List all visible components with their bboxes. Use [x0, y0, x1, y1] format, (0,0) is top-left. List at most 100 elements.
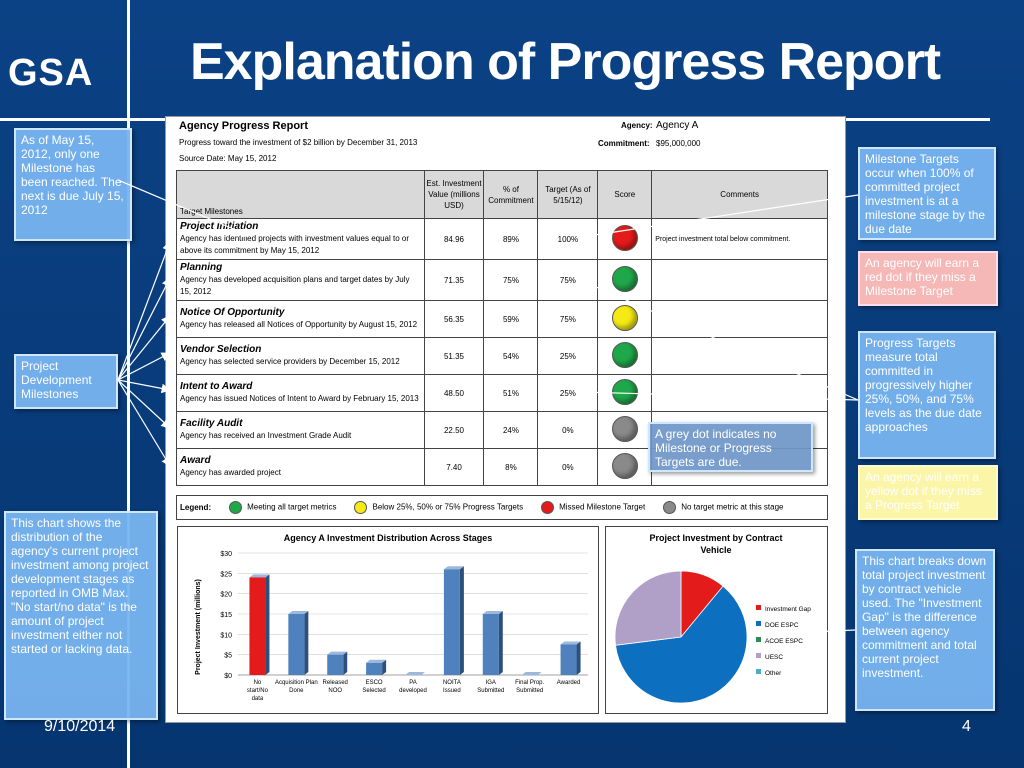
green-dot-icon [611, 379, 638, 405]
commitment-value: $95,000,000 [656, 139, 701, 148]
x-tick-label: Selected [362, 688, 385, 694]
legend-item-green: Meeting all target metrics [229, 501, 336, 514]
green-dot-icon [611, 266, 638, 292]
bar [366, 662, 383, 675]
chart-title: Project Investment by Contract [649, 533, 782, 543]
milestone-desc: Agency has awarded project [180, 468, 281, 477]
bar [327, 654, 344, 675]
milestone-name: Planning [180, 262, 223, 273]
target-value: 25% [537, 337, 599, 375]
header-target: Target (As of 5/15/12) [537, 170, 599, 219]
legend-item-red: Missed Milestone Target [541, 501, 645, 514]
x-tick-label: Submitted [516, 688, 543, 694]
bar-side [343, 651, 348, 675]
legend-item-yellow: Below 25%, 50% or 75% Progress Targets [354, 501, 523, 514]
comment-cell: Project investment total below commitmen… [651, 218, 828, 260]
bar-top [327, 651, 348, 655]
score-cell [597, 259, 653, 301]
bar-side [576, 641, 581, 675]
chart-title: Agency A Investment Distribution Across … [284, 533, 493, 543]
pie-slice [615, 585, 748, 704]
bar-top [288, 611, 309, 614]
est-investment-value: 22.50 [423, 411, 485, 449]
bar-top [366, 659, 387, 663]
pct-commitment-value: 54% [483, 337, 539, 375]
legend-label: Legend: [180, 503, 212, 512]
target-value: 75% [537, 259, 599, 301]
bar-top [405, 672, 425, 675]
callout-milestone-reached: As of May 15, 2012, only one Milestone h… [14, 128, 132, 241]
y-tick-label: $5 [224, 653, 232, 660]
x-tick-label: Acquisition Plan [275, 680, 318, 686]
bar-side [304, 611, 309, 675]
milestone-row: Intent to Award Agency has issued Notice… [176, 374, 828, 412]
milestone-desc: Agency has selected service providers by… [180, 357, 400, 366]
milestone-name: Intent to Award [180, 381, 253, 392]
callout-grey-dot: A grey dot indicates no Milestone or Pro… [648, 422, 813, 472]
bar-side [498, 611, 503, 675]
callout-project-dev: Project Development Milestones [14, 354, 118, 409]
grey-dot-icon [611, 416, 638, 442]
est-investment-value: 48.50 [423, 374, 485, 412]
callout-yellow-dot: An agency will earn a yellow dot if they… [858, 465, 998, 520]
milestone-row: Vendor Selection Agency has selected ser… [176, 337, 828, 375]
x-tick-label: Final Prop. [515, 680, 544, 686]
x-tick-label: Issued [443, 688, 461, 694]
score-cell [597, 300, 653, 338]
red-dot-icon [541, 501, 555, 514]
legend: Legend: Meeting all target metrics Below… [176, 495, 828, 520]
page-number: 4 [962, 718, 971, 735]
milestone-cell: Project Initiation Agency has identified… [176, 218, 425, 260]
milestone-name: Facility Audit [180, 418, 243, 429]
x-tick-label: NOO [328, 688, 342, 694]
callout-red-dot: An agency will earn a red dot if they mi… [858, 251, 998, 306]
milestone-desc: Agency has developed acquisition plans a… [180, 275, 410, 296]
legend-item-grey: No target metric at this stage [663, 501, 783, 514]
callout-chart-left: This chart shows the distribution of the… [4, 511, 158, 720]
est-investment-value: 84.96 [423, 218, 485, 260]
header-target-milestones: Target Milestones [176, 170, 425, 219]
chart-title-line2: Vehicle [700, 545, 731, 555]
x-tick-label: data [252, 696, 264, 702]
milestone-cell: Award Agency has awarded project [176, 448, 425, 486]
legend-entry: UESC [765, 654, 783, 661]
bar-side [265, 574, 270, 675]
y-tick-label: $30 [220, 551, 232, 558]
slide-title: Explanation of Progress Report [190, 33, 941, 91]
pct-commitment-value: 24% [483, 411, 539, 449]
bar [443, 569, 460, 675]
legend-entry: Other [765, 670, 782, 677]
x-tick-label: Awarded [557, 680, 581, 686]
divider-horizontal-left [0, 118, 127, 121]
x-tick-label: Released [323, 680, 348, 686]
bar [288, 614, 305, 675]
header-pct-commitment: % of Commitment [483, 170, 539, 219]
report-source-date: Source Date: May 15, 2012 [179, 154, 277, 163]
legend-swatch [756, 653, 761, 658]
milestone-desc: Agency has identified projects with inve… [180, 234, 410, 255]
y-tick-label: $0 [224, 673, 232, 680]
agency-label: Agency: [621, 121, 653, 130]
legend-entry: Investment Gap [765, 606, 811, 613]
comment-cell [651, 374, 828, 412]
legend-swatch [756, 669, 761, 674]
header-est-investment: Est. Investment Value (millions USD) [423, 170, 485, 219]
y-axis-label: Project Investment (millions) [195, 579, 202, 675]
pct-commitment-value: 51% [483, 374, 539, 412]
est-investment-value: 7.40 [423, 448, 485, 486]
agency-value: Agency A [656, 120, 699, 131]
y-tick-label: $15 [220, 612, 232, 619]
score-cell [597, 448, 653, 486]
x-tick-label: PA [409, 680, 417, 686]
bar-side [382, 659, 387, 675]
score-cell [597, 411, 653, 449]
comment-cell [651, 337, 828, 375]
target-value: 100% [537, 218, 599, 260]
pct-commitment-value: 59% [483, 300, 539, 338]
x-tick-label: start/No [247, 688, 269, 694]
red-dot-icon [611, 225, 638, 251]
yellow-dot-icon [354, 501, 368, 514]
bar-chart: Agency A Investment Distribution Across … [195, 533, 588, 702]
milestone-name: Vendor Selection [180, 344, 262, 355]
green-dot-icon [611, 342, 638, 368]
